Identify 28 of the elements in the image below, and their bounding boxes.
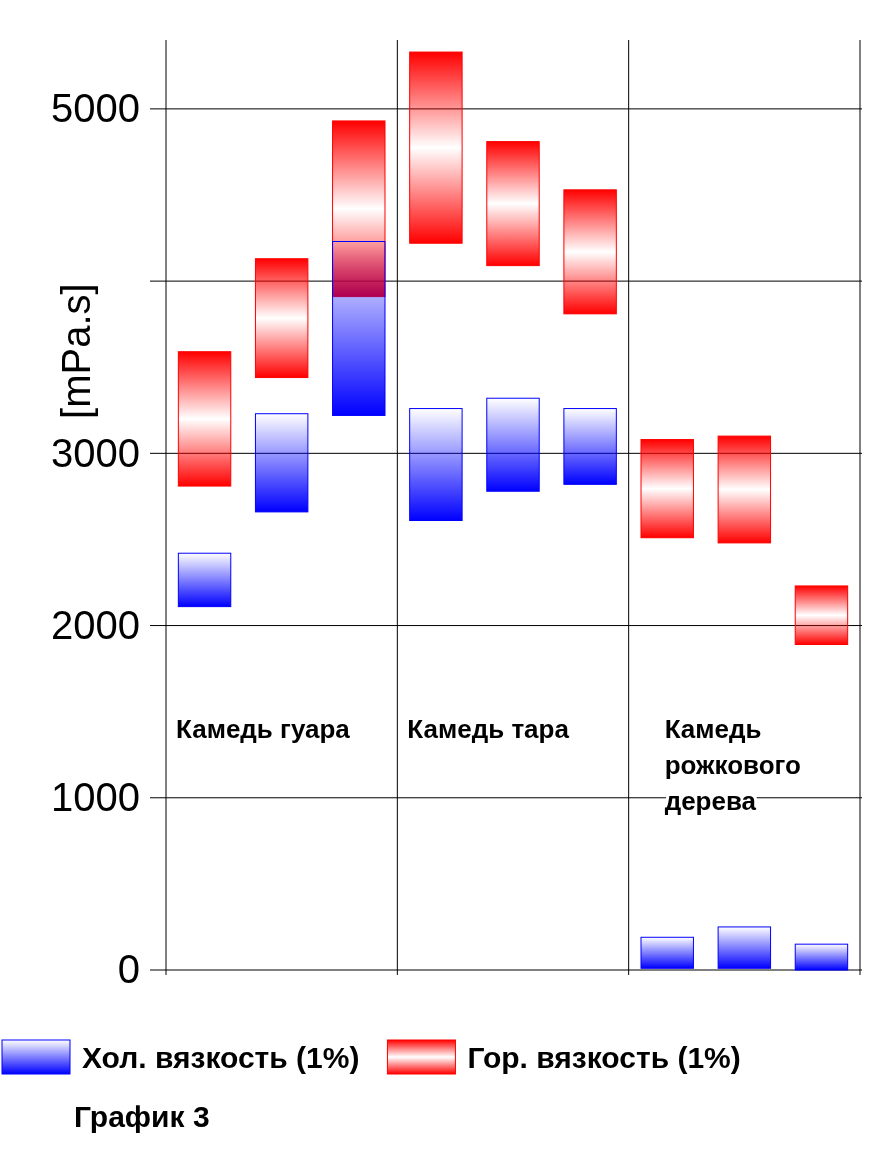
bar: [177, 552, 232, 608]
bar: [486, 397, 540, 492]
bar: [177, 351, 232, 487]
y-axis-title: [mPa.s]: [54, 283, 98, 419]
bar: [794, 943, 849, 971]
bar: [254, 258, 309, 379]
y-tick-label: 0: [117, 947, 140, 992]
bar: [409, 408, 463, 521]
y-tick-label: 2000: [51, 602, 140, 647]
annotation: Камедь тара: [407, 714, 570, 744]
bar: [563, 408, 617, 485]
bar: [640, 936, 694, 969]
legend-label: Гор. вязкость (1%): [467, 1041, 741, 1074]
legend-label: Хол. вязкость (1%): [82, 1041, 360, 1074]
annotation: Камедь гуара: [176, 714, 351, 744]
bar: [332, 241, 386, 416]
bar: [717, 435, 772, 544]
y-tick-label: 3000: [51, 430, 140, 475]
bar: [563, 189, 617, 315]
bar: [409, 51, 463, 244]
bar: [254, 413, 309, 513]
y-tick-label: 1000: [51, 775, 140, 820]
y-tick-label: 5000: [51, 86, 140, 131]
bar: [640, 439, 694, 539]
bar: [794, 585, 849, 645]
bar: [717, 926, 772, 969]
text: График 3: [74, 1100, 210, 1133]
bar: [486, 141, 540, 267]
